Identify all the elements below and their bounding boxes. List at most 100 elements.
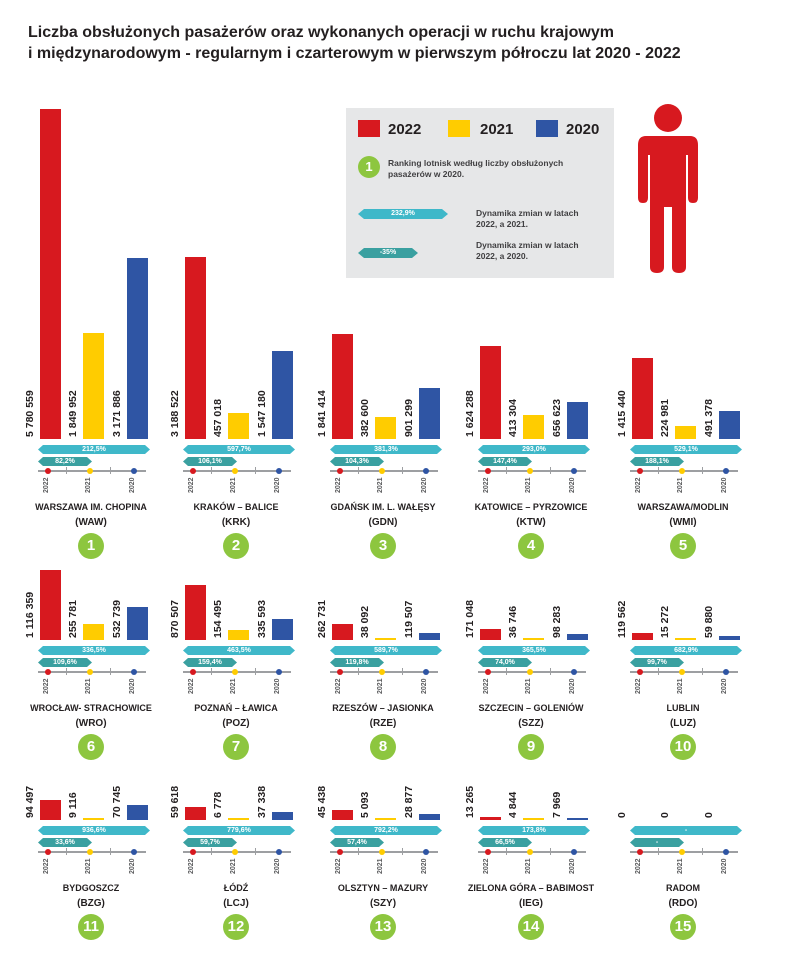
rank-badge: 6 <box>78 734 104 760</box>
year-timeline <box>183 671 291 673</box>
airport-name: WARSZAWA IM. CHOPINA <box>35 502 147 512</box>
timeline-tick <box>255 848 256 855</box>
timeline-dot-2021 <box>527 849 533 855</box>
rank-badge: 14 <box>518 914 544 940</box>
value-label-2021: 15 272 <box>659 605 671 638</box>
value-label-2020: 7 969 <box>551 791 563 818</box>
timeline-dot-2022 <box>637 849 643 855</box>
timeline-year-2021: 2021 <box>525 477 532 493</box>
timeline-year-2022: 2022 <box>335 678 342 694</box>
chart-title-line-2: i międzynarodowym - regularnym i czarter… <box>28 45 681 62</box>
dynamics-2022-2021-arrow: 381,3% <box>330 445 442 454</box>
dynamics-2022-2020-arrow: 109,6% <box>38 658 92 667</box>
rank-badge: 12 <box>223 914 249 940</box>
timeline-dot-2022 <box>485 669 491 675</box>
value-label-2022: 0 <box>616 812 628 818</box>
bar-2020 <box>567 818 588 820</box>
timeline-tick <box>658 467 659 474</box>
value-label-2021: 9 116 <box>67 792 79 818</box>
timeline-year-2022: 2022 <box>188 477 195 493</box>
airport-name: ŁÓDŹ <box>223 883 249 893</box>
timeline-year-2020: 2020 <box>274 678 281 694</box>
timeline-dot-2020 <box>723 468 729 474</box>
timeline-year-2022: 2022 <box>483 858 490 874</box>
timeline-year-2022: 2022 <box>43 477 50 493</box>
year-timeline <box>478 470 586 472</box>
value-label-2020: 59 880 <box>703 605 715 638</box>
dynamics-2022-2021-arrow: 365,5% <box>478 646 590 655</box>
timeline-year-2021: 2021 <box>525 858 532 874</box>
dynamics-2022-2021-arrow: 173,8% <box>478 826 590 835</box>
timeline-year-2021: 2021 <box>85 678 92 694</box>
timeline-tick <box>402 668 403 675</box>
value-label-2022: 94 497 <box>24 785 36 818</box>
timeline-dot-2020 <box>571 669 577 675</box>
year-timeline <box>38 671 146 673</box>
value-label-2020: 119 507 <box>403 600 415 638</box>
timeline-dot-2021 <box>379 669 385 675</box>
rank-badge: 5 <box>670 533 696 559</box>
value-label-2022: 1 624 288 <box>464 390 476 437</box>
bar-2020 <box>127 257 148 439</box>
timeline-year-2020: 2020 <box>721 858 728 874</box>
legend-dynamics-2021-arrow: 232,9% <box>358 209 448 219</box>
timeline-year-2020: 2020 <box>721 678 728 694</box>
bar-2020 <box>567 401 588 439</box>
timeline-year-2020: 2020 <box>421 678 428 694</box>
timeline-tick <box>506 848 507 855</box>
airport-code: (BZG) <box>77 898 105 909</box>
value-label-2022: 870 507 <box>169 600 181 638</box>
timeline-year-2021: 2021 <box>377 858 384 874</box>
timeline-dot-2022 <box>337 849 343 855</box>
bar-2021 <box>675 426 696 439</box>
value-label-2022: 119 562 <box>616 600 628 638</box>
airport-name: KATOWICE – PYRZOWICE <box>474 502 588 512</box>
timeline-tick <box>550 848 551 855</box>
year-timeline <box>183 851 291 853</box>
timeline-dot-2022 <box>337 468 343 474</box>
timeline-year-2020: 2020 <box>569 477 576 493</box>
timeline-dot-2021 <box>679 468 685 474</box>
timeline-dot-2021 <box>679 669 685 675</box>
value-label-2021: 413 304 <box>507 399 519 437</box>
value-label-2022: 5 780 559 <box>24 390 36 437</box>
bar-2020 <box>419 632 440 640</box>
airport-code: (WRO) <box>75 718 107 729</box>
timeline-tick <box>358 848 359 855</box>
airport-name: KRAKÓW – BALICE <box>193 502 279 512</box>
timeline-tick <box>550 467 551 474</box>
dynamics-2022-2021-arrow: 212,5% <box>38 445 150 454</box>
value-label-2021: 6 778 <box>212 791 224 818</box>
value-label-2021: 255 781 <box>67 600 79 638</box>
airport-group: 59 618 6 778 37 338 779,6% 59,7% 2022 2021 2020… <box>169 0 333 969</box>
timeline-tick <box>702 848 703 855</box>
legend-rank-text-line-1: Ranking lotnisk według liczby obsłużonyc… <box>388 158 564 168</box>
airport-code: (POZ) <box>222 718 250 729</box>
timeline-tick <box>402 848 403 855</box>
timeline-dot-2021 <box>379 849 385 855</box>
airport-name: SZCZECIN – GOLENIÓW <box>478 703 584 713</box>
year-timeline <box>330 470 438 472</box>
year-timeline <box>330 851 438 853</box>
value-label-2022: 1 415 440 <box>616 390 628 437</box>
timeline-dot-2020 <box>131 849 137 855</box>
value-label-2020: 0 <box>703 812 715 818</box>
value-label-2021: 1 849 952 <box>67 390 79 437</box>
airport-code: (SZZ) <box>518 718 544 729</box>
timeline-dot-2020 <box>276 669 282 675</box>
dynamics-2022-2020-arrow: 74,0% <box>478 658 532 667</box>
timeline-dot-2020 <box>131 468 137 474</box>
legend-dynamics-2021-text: Dynamika zmian w latach 2022, a 2021. <box>476 208 579 230</box>
dynamics-2022-2021-arrow: 336,5% <box>38 646 150 655</box>
timeline-year-2022: 2022 <box>483 678 490 694</box>
chart-title: Liczba obsłużonych pasażerów oraz wykona… <box>28 22 778 64</box>
timeline-year-2021: 2021 <box>230 678 237 694</box>
value-label-2022: 262 731 <box>316 600 328 638</box>
airport-code: (LUZ) <box>669 718 697 729</box>
value-label-2020: 491 378 <box>703 399 715 437</box>
value-label-2021: 0 <box>659 812 671 818</box>
timeline-year-2021: 2021 <box>230 477 237 493</box>
airport-code: (RDO) <box>668 898 698 909</box>
year-timeline <box>478 851 586 853</box>
timeline-dot-2020 <box>276 468 282 474</box>
